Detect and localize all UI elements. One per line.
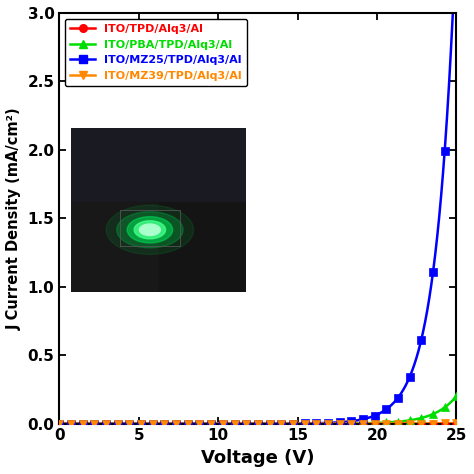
Y-axis label: J Current Density (mA/cm²): J Current Density (mA/cm²) xyxy=(7,107,22,329)
X-axis label: Voltage (V): Voltage (V) xyxy=(201,449,315,467)
Legend: ITO/TPD/Alq3/Al, ITO/PBA/TPD/Alq3/Al, ITO/MZ25/TPD/Alq3/Al, ITO/MZ39/TPD/Alq3/Al: ITO/TPD/Alq3/Al, ITO/PBA/TPD/Alq3/Al, IT… xyxy=(65,18,247,86)
